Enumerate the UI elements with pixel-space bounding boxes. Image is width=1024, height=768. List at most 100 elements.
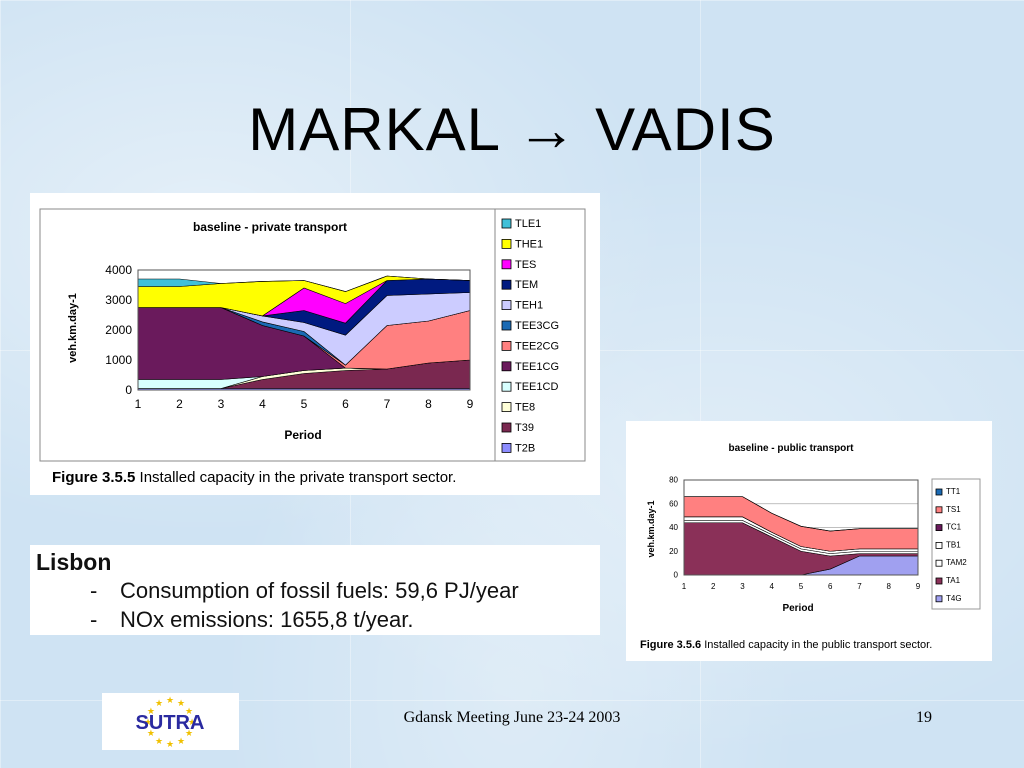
logo-star-icon: ★ bbox=[166, 739, 174, 749]
x-tick-label: 1 bbox=[682, 582, 687, 591]
legend-swatch bbox=[935, 524, 943, 531]
legend-swatch bbox=[935, 488, 943, 496]
logo-star-icon: ★ bbox=[147, 706, 155, 716]
figure-caption: Figure 3.5.6 Installed capacity in the p… bbox=[640, 639, 932, 651]
legend-label: THE1 bbox=[515, 238, 543, 250]
x-tick-label: 6 bbox=[828, 582, 833, 591]
legend-label: TAM2 bbox=[946, 558, 967, 567]
x-tick-label: 6 bbox=[342, 397, 349, 411]
legend-swatch bbox=[501, 218, 512, 229]
x-tick-label: 1 bbox=[135, 397, 142, 411]
figure-caption: Figure 3.5.5 Installed capacity in the p… bbox=[52, 469, 456, 486]
y-tick-label: 1000 bbox=[105, 353, 132, 367]
legend-swatch bbox=[501, 381, 512, 392]
footer-text: Gdansk Meeting June 23-24 2003 bbox=[403, 709, 621, 726]
fossil-fuel-line: - Consumption of fossil fuels: 59,6 PJ/ye… bbox=[90, 578, 519, 604]
x-tick-label: 4 bbox=[259, 397, 266, 411]
logo-text: SUTRA bbox=[136, 712, 205, 734]
nox-text: NOx emissions: 1655,8 t/year. bbox=[120, 607, 414, 632]
private-transport-figure: baseline - private transport 0 1000 2000 30… bbox=[30, 193, 600, 495]
x-tick-label: 9 bbox=[916, 582, 921, 591]
sutra-logo-graphic: ★ ★★★★★★★★★★★ SUTRA bbox=[136, 695, 205, 749]
y-tick-label: 80 bbox=[669, 476, 678, 485]
plot-frame bbox=[137, 269, 471, 391]
x-tick-label: 7 bbox=[384, 397, 391, 411]
chart-title: baseline - private transport bbox=[193, 220, 347, 234]
x-axis-label: Period bbox=[782, 603, 813, 614]
logo-star-icon: ★ bbox=[188, 717, 196, 727]
x-tick-label: 7 bbox=[857, 582, 862, 591]
legend-swatch bbox=[501, 320, 512, 331]
legend-label: T2B bbox=[515, 442, 535, 454]
logo-star-icon: ★ bbox=[185, 728, 193, 738]
series-area-tt1 bbox=[684, 496, 918, 532]
logo-star-icon: ★ bbox=[166, 695, 174, 705]
legend-swatch bbox=[501, 300, 512, 310]
nox-line: - NOx emissions: 1655,8 t/year. bbox=[90, 607, 413, 633]
legend-swatch bbox=[935, 577, 943, 585]
private-transport-chart: baseline - private transport 0 1000 2000 30… bbox=[39, 208, 586, 486]
legend-label: T39 bbox=[515, 422, 534, 434]
y-tick-label: 60 bbox=[669, 499, 678, 508]
x-tick-label: 8 bbox=[887, 582, 892, 591]
legend-label: TEE2CG bbox=[515, 340, 559, 352]
x-tick-label: 5 bbox=[301, 397, 308, 411]
y-tick-label: 0 bbox=[125, 383, 132, 397]
x-tick-label: 3 bbox=[218, 397, 225, 411]
bullet-dash: - bbox=[90, 578, 98, 603]
y-tick-label: 20 bbox=[669, 547, 678, 556]
legend-swatch bbox=[501, 279, 512, 290]
slide-title: MARKAL → VADIS bbox=[248, 96, 776, 163]
legend-label: TEH1 bbox=[515, 300, 543, 312]
public-transport-chart: baseline - public transport 0 20 40 60 80 1 2 3… bbox=[640, 443, 981, 651]
series-area-tle1 bbox=[137, 275, 471, 292]
legend-label: TEE1CD bbox=[515, 381, 558, 393]
plot-frame bbox=[683, 479, 919, 576]
legend-swatch bbox=[501, 361, 512, 372]
legend-label: TEE1CG bbox=[515, 361, 559, 373]
legend-swatch bbox=[501, 442, 512, 453]
legend-label: TS1 bbox=[946, 505, 961, 514]
legend-label: TLE1 bbox=[515, 218, 541, 230]
logo-star-icon: ★ bbox=[185, 706, 193, 716]
legend-label: TE8 bbox=[515, 402, 535, 414]
y-axis-label: veh.km.day-1 bbox=[646, 500, 656, 557]
y-tick-label: 40 bbox=[669, 523, 678, 532]
logo-star-icon: ★ bbox=[144, 717, 152, 727]
legend-swatch bbox=[501, 402, 512, 413]
x-tick-label: 8 bbox=[425, 397, 432, 411]
lisbon-title: Lisbon bbox=[36, 549, 112, 575]
page-number: 19 bbox=[916, 709, 932, 726]
x-axis-label: Period bbox=[284, 428, 321, 442]
chart-title: baseline - public transport bbox=[728, 443, 854, 454]
legend-label: TEM bbox=[515, 279, 538, 291]
legend-swatch bbox=[935, 542, 943, 549]
logo-star-icon: ★ bbox=[147, 728, 155, 738]
legend-swatch bbox=[501, 422, 512, 433]
legend-label: TB1 bbox=[946, 540, 961, 549]
legend-swatch bbox=[935, 595, 943, 603]
legend-swatch bbox=[935, 559, 943, 567]
x-tick-label: 5 bbox=[799, 582, 804, 591]
y-tick-label: 0 bbox=[674, 571, 679, 580]
legend-swatch bbox=[501, 340, 512, 351]
logo-star-icon: ★ bbox=[155, 736, 163, 746]
x-tick-label: 3 bbox=[740, 582, 745, 591]
x-tick-label: 9 bbox=[467, 397, 474, 411]
legend-label: TA1 bbox=[946, 576, 961, 585]
logo-star-icon: ★ bbox=[177, 736, 185, 746]
bullet-dash: - bbox=[90, 607, 98, 632]
x-tick-label: 2 bbox=[711, 582, 716, 591]
sutra-logo: ★ ★ ★ ★ ★ ★ ★ ★ ★ ★ ★ ★ SUTRA bbox=[102, 693, 239, 750]
y-axis-label: veh.km.day-1 bbox=[67, 293, 79, 363]
public-transport-figure: baseline - public transport 0 20 40 60 80 1 2 3… bbox=[626, 421, 992, 661]
legend-label: TC1 bbox=[946, 523, 962, 532]
legend-swatch bbox=[501, 259, 512, 270]
logo-star-icon: ★ bbox=[155, 698, 163, 708]
lisbon-results: Lisbon - Consumption of fossil fuels: 59,… bbox=[30, 545, 600, 635]
x-tick-label: 4 bbox=[770, 582, 775, 591]
legend-label: TT1 bbox=[946, 487, 961, 496]
logo-star-icon: ★ bbox=[177, 698, 185, 708]
legend-swatch bbox=[935, 506, 943, 514]
legend-swatch bbox=[501, 239, 512, 249]
